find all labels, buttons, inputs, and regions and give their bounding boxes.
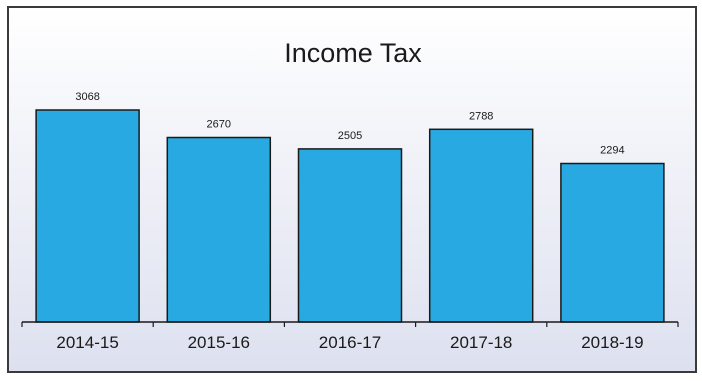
value-label-2016-17: 2505 xyxy=(338,130,362,142)
x-tick-label-2017-18: 2017-18 xyxy=(450,333,512,352)
x-tick-label-2014-15: 2014-15 xyxy=(56,333,118,352)
x-tick-labels-layer: 2014-15 2015-16 2016-17 2017-18 2018-19 xyxy=(56,333,643,352)
bar-2016-17 xyxy=(297,148,403,323)
x-tick-label-2015-16: 2015-16 xyxy=(188,333,250,352)
bar-2015-16 xyxy=(166,136,272,323)
value-label-2018-19: 2294 xyxy=(600,145,624,157)
x-tick-label-2016-17: 2016-17 xyxy=(319,333,381,352)
bars-layer xyxy=(35,109,665,323)
value-labels-layer: 3068 2670 2505 2788 2294 xyxy=(75,91,624,157)
x-tick-label-2018-19: 2018-19 xyxy=(581,333,643,352)
value-label-2017-18: 2788 xyxy=(469,110,493,122)
chart-title: Income Tax xyxy=(284,38,422,68)
bar-2014-15 xyxy=(35,109,140,323)
x-ticks-layer xyxy=(21,322,679,327)
value-label-2014-15: 3068 xyxy=(75,91,99,103)
bar-2018-19 xyxy=(560,162,665,323)
chart-border xyxy=(7,6,697,373)
bar-2017-18 xyxy=(428,128,534,323)
value-label-2015-16: 2670 xyxy=(207,119,231,131)
